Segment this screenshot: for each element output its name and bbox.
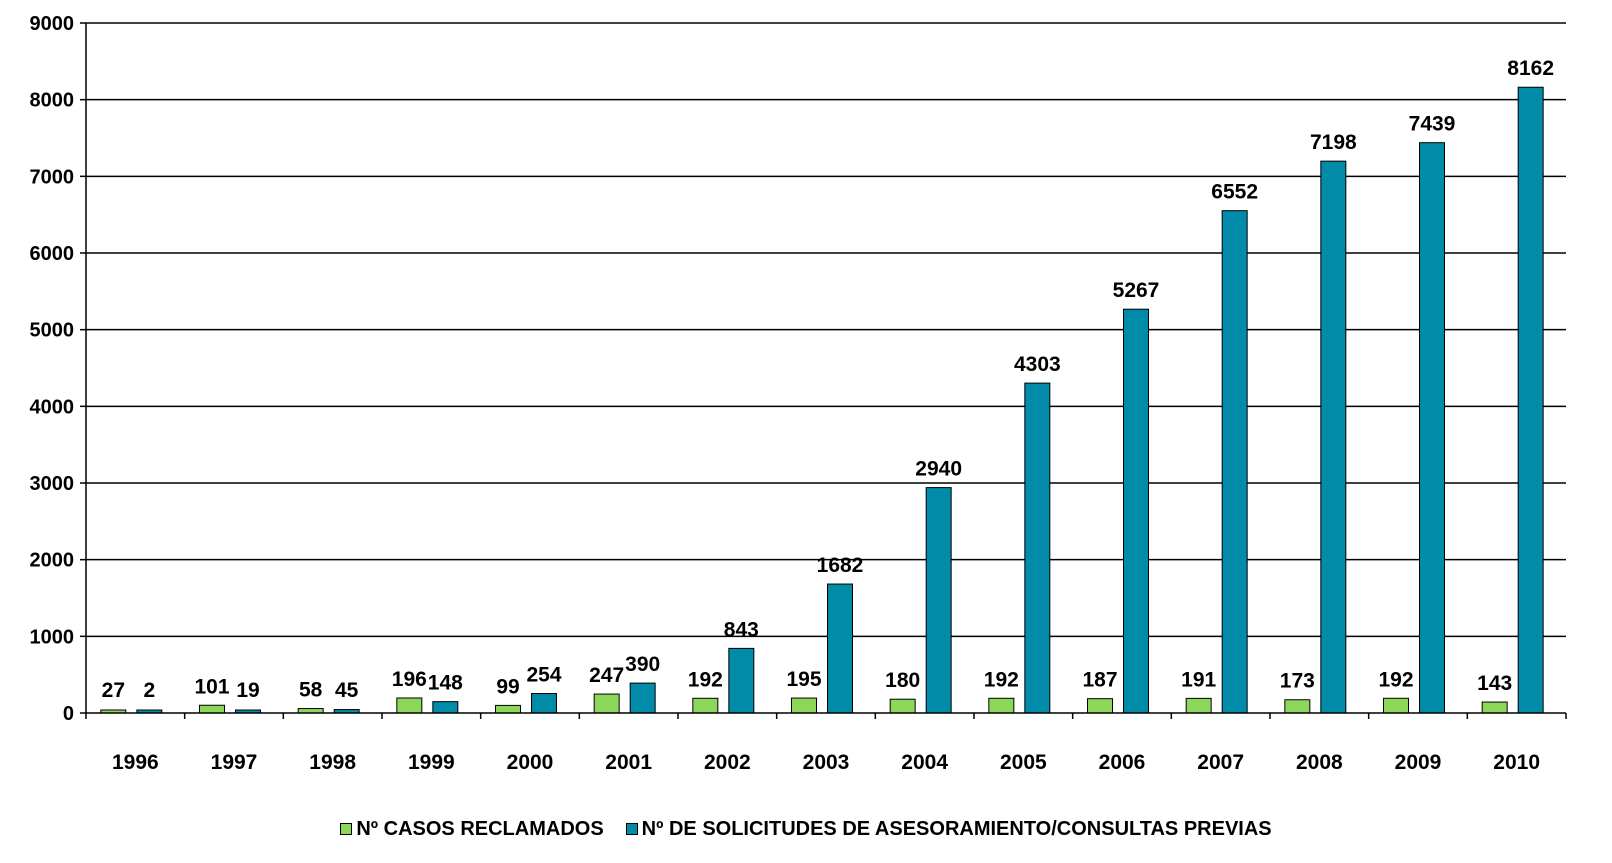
data-label: 6552 bbox=[1211, 181, 1258, 204]
data-label: 173 bbox=[1280, 670, 1315, 693]
bar-solicitudes bbox=[828, 584, 853, 713]
bar-casos bbox=[792, 698, 817, 713]
legend: Nº CASOS RECLAMADOS Nº DE SOLICITUDES DE… bbox=[0, 814, 1612, 844]
bar-casos bbox=[594, 694, 619, 713]
bar-solicitudes bbox=[532, 694, 557, 713]
bar-casos bbox=[1482, 702, 1507, 713]
x-tick-label: 1997 bbox=[211, 751, 258, 774]
bar-casos bbox=[1285, 700, 1310, 713]
x-tick-label: 2008 bbox=[1296, 751, 1343, 774]
bar-solicitudes bbox=[926, 488, 951, 713]
data-label: 19 bbox=[236, 679, 259, 702]
bar-casos bbox=[200, 705, 225, 713]
x-tick-label: 2009 bbox=[1395, 751, 1442, 774]
data-label: 8162 bbox=[1507, 57, 1554, 80]
data-label: 192 bbox=[984, 668, 1019, 691]
data-label: 27 bbox=[102, 679, 125, 702]
x-tick-label: 2003 bbox=[803, 751, 850, 774]
bar-casos bbox=[397, 698, 422, 713]
bar-solicitudes bbox=[1518, 87, 1543, 713]
bar-casos bbox=[989, 698, 1014, 713]
data-label: 187 bbox=[1082, 669, 1117, 692]
bar-solicitudes bbox=[1025, 383, 1050, 713]
bar-casos bbox=[890, 699, 915, 713]
legend-item-solicitudes: Nº DE SOLICITUDES DE ASESORAMIENTO/CONSU… bbox=[626, 818, 1272, 841]
bar-solicitudes bbox=[1420, 143, 1445, 713]
data-label: 254 bbox=[526, 664, 561, 687]
bar-solicitudes bbox=[729, 648, 754, 713]
data-label: 195 bbox=[786, 668, 821, 691]
data-label: 5267 bbox=[1113, 279, 1160, 302]
y-tick-label: 4000 bbox=[30, 396, 75, 418]
y-tick-label: 2000 bbox=[30, 550, 75, 572]
bar-solicitudes bbox=[433, 702, 458, 713]
y-tick-label: 5000 bbox=[30, 320, 75, 342]
data-label: 7439 bbox=[1409, 113, 1456, 136]
legend-swatch-casos bbox=[340, 823, 352, 835]
legend-item-casos: Nº CASOS RECLAMADOS bbox=[340, 818, 603, 841]
bar-solicitudes bbox=[1124, 309, 1149, 713]
x-tick-label: 2007 bbox=[1197, 751, 1244, 774]
data-label: 148 bbox=[428, 672, 463, 695]
bar-solicitudes bbox=[1321, 161, 1346, 713]
data-label: 180 bbox=[885, 669, 920, 692]
x-tick-label: 2000 bbox=[507, 751, 554, 774]
legend-label-solicitudes: Nº DE SOLICITUDES DE ASESORAMIENTO/CONSU… bbox=[642, 818, 1272, 841]
y-tick-label: 1000 bbox=[30, 626, 75, 648]
data-label: 843 bbox=[724, 618, 759, 641]
x-tick-label: 1998 bbox=[309, 751, 356, 774]
y-tick-label: 3000 bbox=[30, 473, 75, 495]
data-label: 45 bbox=[335, 679, 359, 702]
data-label: 101 bbox=[194, 675, 229, 698]
y-tick-label: 6000 bbox=[30, 243, 75, 265]
y-tick-label: 9000 bbox=[30, 13, 75, 35]
bar-casos bbox=[496, 705, 521, 713]
data-label: 99 bbox=[496, 675, 519, 698]
bar-solicitudes bbox=[630, 683, 655, 713]
y-tick-label: 0 bbox=[63, 703, 74, 725]
bar-solicitudes bbox=[1222, 211, 1247, 713]
x-tick-label: 2005 bbox=[1000, 751, 1047, 774]
data-label: 196 bbox=[392, 668, 427, 691]
y-tick-label: 7000 bbox=[30, 166, 75, 188]
data-label: 143 bbox=[1477, 672, 1512, 695]
data-label: 58 bbox=[299, 679, 323, 702]
data-label: 4303 bbox=[1014, 353, 1061, 376]
bar-casos bbox=[693, 698, 718, 713]
x-tick-label: 2001 bbox=[605, 751, 652, 774]
legend-swatch-solicitudes bbox=[626, 823, 638, 835]
data-label: 7198 bbox=[1310, 131, 1357, 154]
x-tick-label: 2004 bbox=[901, 751, 948, 774]
data-label: 2 bbox=[143, 679, 155, 702]
data-label: 390 bbox=[625, 653, 660, 676]
bar-casos bbox=[1186, 698, 1211, 713]
data-label: 192 bbox=[688, 668, 723, 691]
y-tick-label: 8000 bbox=[30, 90, 75, 112]
data-label: 191 bbox=[1181, 668, 1216, 691]
x-tick-label: 2002 bbox=[704, 751, 751, 774]
bar-casos bbox=[1088, 699, 1113, 713]
bar-casos bbox=[1384, 698, 1409, 713]
bar-chart: 0100020003000400050006000700080009000199… bbox=[0, 0, 1612, 800]
data-label: 2940 bbox=[915, 458, 962, 481]
x-tick-label: 2010 bbox=[1493, 751, 1540, 774]
x-tick-label: 2006 bbox=[1099, 751, 1146, 774]
x-tick-label: 1996 bbox=[112, 751, 159, 774]
x-tick-label: 1999 bbox=[408, 751, 455, 774]
data-label: 192 bbox=[1378, 668, 1413, 691]
data-label: 1682 bbox=[817, 554, 864, 577]
data-label: 247 bbox=[589, 664, 624, 687]
legend-label-casos: Nº CASOS RECLAMADOS bbox=[356, 818, 603, 841]
bars bbox=[101, 87, 1543, 713]
